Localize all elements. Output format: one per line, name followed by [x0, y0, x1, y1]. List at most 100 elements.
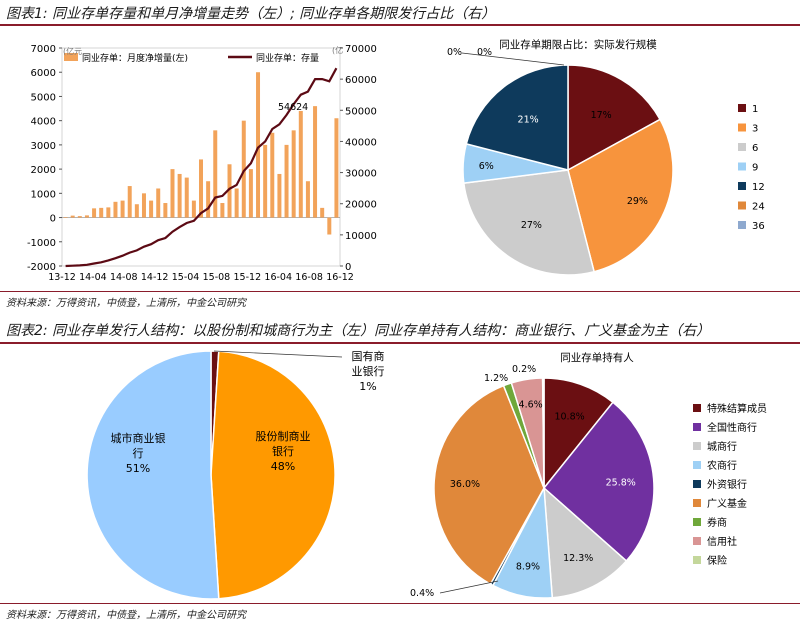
y-right-tick-label: 10000 [345, 231, 377, 242]
bar [284, 144, 289, 218]
leader-line [461, 52, 565, 66]
leader-line [439, 580, 499, 594]
legend-swatch [693, 404, 701, 412]
slice-label: 8.9% [516, 562, 540, 573]
slice-label: 业银行 [352, 364, 385, 378]
legend-label: 信用社 [707, 535, 737, 548]
bar [305, 181, 310, 218]
y-left-tick-label: 7000 [31, 44, 56, 55]
legend-label: 3 [752, 124, 758, 135]
bar [320, 207, 325, 218]
bar [234, 188, 239, 218]
figure1-rule [0, 24, 800, 26]
bar [70, 215, 75, 218]
y-right-tick-label: 20000 [345, 200, 377, 211]
chart-stock-and-net-increase: 70006000500040003000200010000-1000-20007… [27, 44, 377, 283]
bar [327, 217, 332, 235]
bar [156, 188, 161, 218]
bar [170, 169, 175, 218]
x-tick-label: 14-04 [79, 272, 107, 283]
y-left-tick-label: 6000 [31, 68, 56, 79]
legend-swatch [693, 442, 701, 450]
slice-label: 29% [627, 196, 648, 207]
bar [184, 177, 189, 218]
bar [106, 207, 111, 218]
x-tick-label: 16-04 [264, 272, 292, 283]
y-right-tick-label: 50000 [345, 106, 377, 117]
pie-slice [543, 486, 628, 599]
legend-label: 城商行 [707, 440, 737, 453]
legend-swatch [738, 182, 746, 190]
leader-line [213, 350, 343, 358]
legend-label: 全国性商行 [707, 421, 757, 434]
y-left-tick-label: 0 [50, 214, 56, 225]
x-tick-label: 15-04 [172, 272, 200, 283]
y-right-tick-label: 60000 [345, 75, 377, 86]
legend-swatch-bar [64, 53, 78, 61]
pie-title: 同业存单持有人 [560, 351, 634, 364]
y-left-tick-label: 4000 [31, 117, 56, 128]
bar [163, 203, 168, 218]
y-right-tick-label: 0 [345, 262, 351, 273]
legend-swatch [693, 518, 701, 526]
slice-label: 股份制商业 [256, 429, 311, 443]
figure2-source: 资料来源：万得资讯，中债登，上清所，中金公司研究 [6, 610, 246, 621]
legend-swatch [693, 480, 701, 488]
legend-swatch [693, 499, 701, 507]
bar [177, 173, 182, 218]
slice-label: 51% [126, 462, 150, 475]
legend-swatch [738, 201, 746, 210]
slice-label: 10.8% [554, 411, 584, 422]
bar [256, 72, 261, 218]
x-tick-label: 16-12 [326, 272, 354, 283]
slice-label: 0.4% [410, 588, 434, 599]
figure2-rule [0, 342, 800, 344]
slice-label: 银行 [272, 444, 294, 458]
bar [248, 169, 253, 218]
bar [291, 130, 296, 218]
slice-label: 17% [591, 110, 612, 121]
figure1-bottom-rule [0, 291, 800, 292]
x-tick-label: 14-12 [141, 272, 169, 283]
legend-swatch [738, 221, 746, 229]
legend-label: 9 [752, 163, 758, 174]
slice-label: 1% [359, 380, 376, 393]
slice-label: 城市商业银 [111, 431, 166, 445]
legend-line-suffix: (亿 [332, 45, 343, 55]
bar [134, 204, 139, 218]
bar [270, 132, 275, 218]
figure1-source: 资料来源：万得资讯，中债登，上清所，中金公司研究 [6, 298, 246, 309]
y-right-tick-label: 70000 [345, 44, 377, 55]
pie-slice [543, 377, 614, 491]
bar [127, 186, 132, 218]
slice-label: 48% [271, 460, 295, 473]
slice-label: 1.2% [484, 373, 508, 384]
bar [313, 106, 318, 218]
legend-label: 农商行 [707, 459, 737, 472]
x-tick-label: 14-08 [110, 272, 138, 283]
bar [199, 159, 203, 218]
stock-annotation: 54624 [278, 102, 308, 113]
pie-slice [541, 377, 545, 489]
slice-label: 27% [521, 220, 542, 231]
figure2-bottom-rule [0, 603, 800, 604]
pie-slice [465, 64, 569, 171]
y-left-tick-label: -1000 [27, 238, 56, 249]
bar [277, 173, 282, 218]
bar [213, 130, 218, 218]
stock-line [65, 67, 338, 268]
bar [113, 201, 118, 218]
legend-label: 36 [752, 221, 765, 232]
x-tick-label: 13-12 [48, 272, 76, 283]
pie-slice [433, 384, 545, 586]
bar [191, 200, 196, 218]
legend-swatch [738, 143, 746, 151]
bar [77, 216, 82, 218]
legend-swatch [738, 162, 746, 171]
legend-swatch [693, 537, 701, 545]
legend-swatch [693, 556, 701, 564]
slice-label: 6% [479, 161, 494, 172]
bar [263, 144, 268, 218]
slice-label: 21% [518, 115, 539, 126]
legend-label: 保险 [707, 554, 727, 567]
